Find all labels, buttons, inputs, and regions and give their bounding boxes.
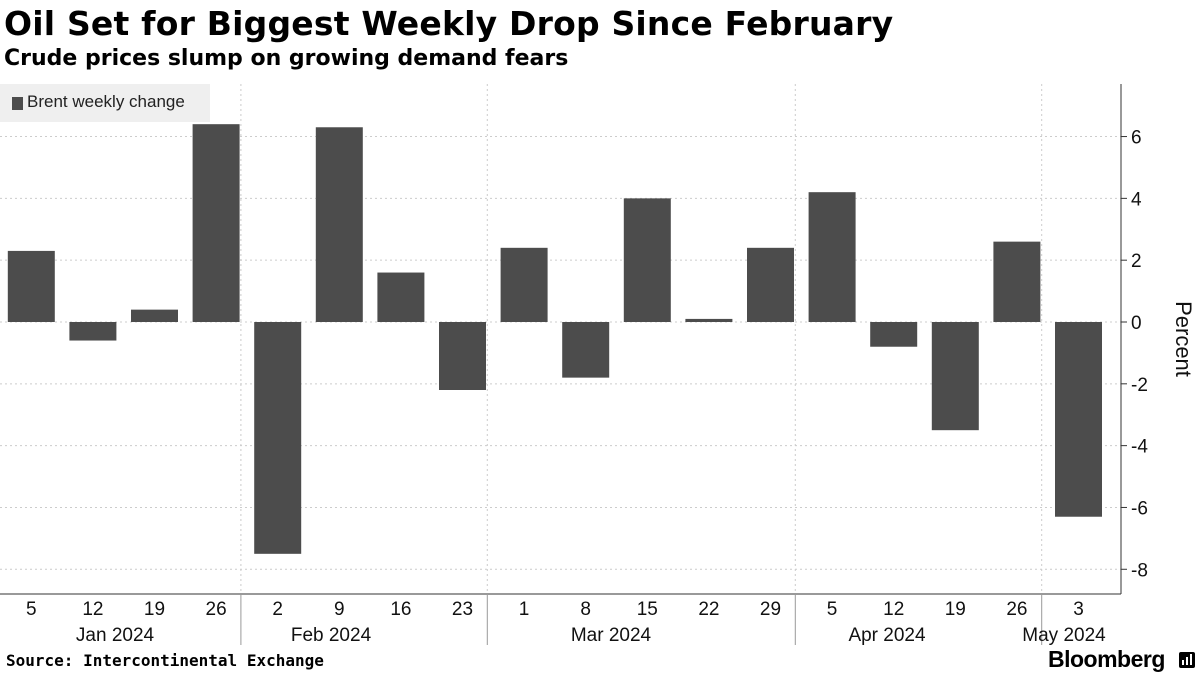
x-tick-label: 19 [945, 599, 966, 620]
bar [377, 272, 425, 322]
bar [931, 322, 979, 431]
x-tick-label: 26 [1006, 599, 1027, 620]
y-axis-label: Percent [1171, 301, 1196, 377]
y-tick-label: -8 [1131, 560, 1148, 581]
x-tick-label: 15 [637, 599, 658, 620]
legend-label: Brent weekly change [27, 92, 185, 111]
chart-legend: Brent weekly change [0, 84, 210, 122]
month-label: Mar 2024 [571, 625, 652, 646]
brand-logo: Bloomberg [1048, 646, 1165, 672]
y-tick-label: -6 [1131, 498, 1148, 519]
x-tick-label: 5 [26, 599, 37, 620]
x-tick-label: 19 [144, 599, 165, 620]
x-tick-label: 3 [1073, 599, 1084, 620]
bar [439, 322, 486, 390]
bar [623, 198, 671, 322]
y-tick-label: -4 [1131, 437, 1148, 458]
bar [69, 322, 117, 341]
month-label: Apr 2024 [848, 625, 926, 646]
x-tick-label: 12 [82, 599, 103, 620]
chart-subtitle: Crude prices slump on growing demand fea… [4, 46, 569, 71]
brand-badge-icon [1179, 652, 1195, 668]
month-label: May 2024 [1022, 625, 1106, 646]
bar [808, 192, 856, 322]
bar [7, 250, 55, 322]
x-tick-label: 16 [390, 599, 411, 620]
x-tick-label: 5 [827, 599, 838, 620]
x-tick-label: 12 [883, 599, 904, 620]
bar [685, 318, 733, 322]
bar [192, 124, 240, 322]
bar [500, 247, 548, 322]
bar [562, 322, 610, 378]
chart-title: Oil Set for Biggest Weekly Drop Since Fe… [4, 4, 894, 43]
x-tick-label: 29 [760, 599, 781, 620]
y-tick-label: 2 [1131, 251, 1142, 272]
source-note: Source: Intercontinental Exchange [6, 651, 324, 670]
bar [1055, 322, 1102, 517]
y-tick-label: -2 [1131, 375, 1148, 396]
y-tick-label: 6 [1131, 128, 1142, 149]
x-tick-label: 1 [519, 599, 530, 620]
bar [254, 322, 302, 554]
legend-swatch [12, 97, 23, 110]
x-tick-label: 2 [272, 599, 283, 620]
bar [993, 241, 1041, 322]
month-label: Feb 2024 [291, 625, 372, 646]
bar [315, 127, 363, 322]
x-tick-label: 26 [206, 599, 227, 620]
x-tick-label: 23 [452, 599, 473, 620]
y-tick-label: 0 [1131, 313, 1142, 334]
month-label: Jan 2024 [76, 625, 155, 646]
bar [131, 309, 178, 322]
x-tick-label: 22 [698, 599, 719, 620]
y-tick-label: 4 [1131, 189, 1142, 210]
bar [747, 247, 794, 322]
x-tick-label: 8 [580, 599, 591, 620]
bar [870, 322, 918, 347]
x-tick-label: 9 [334, 599, 345, 620]
